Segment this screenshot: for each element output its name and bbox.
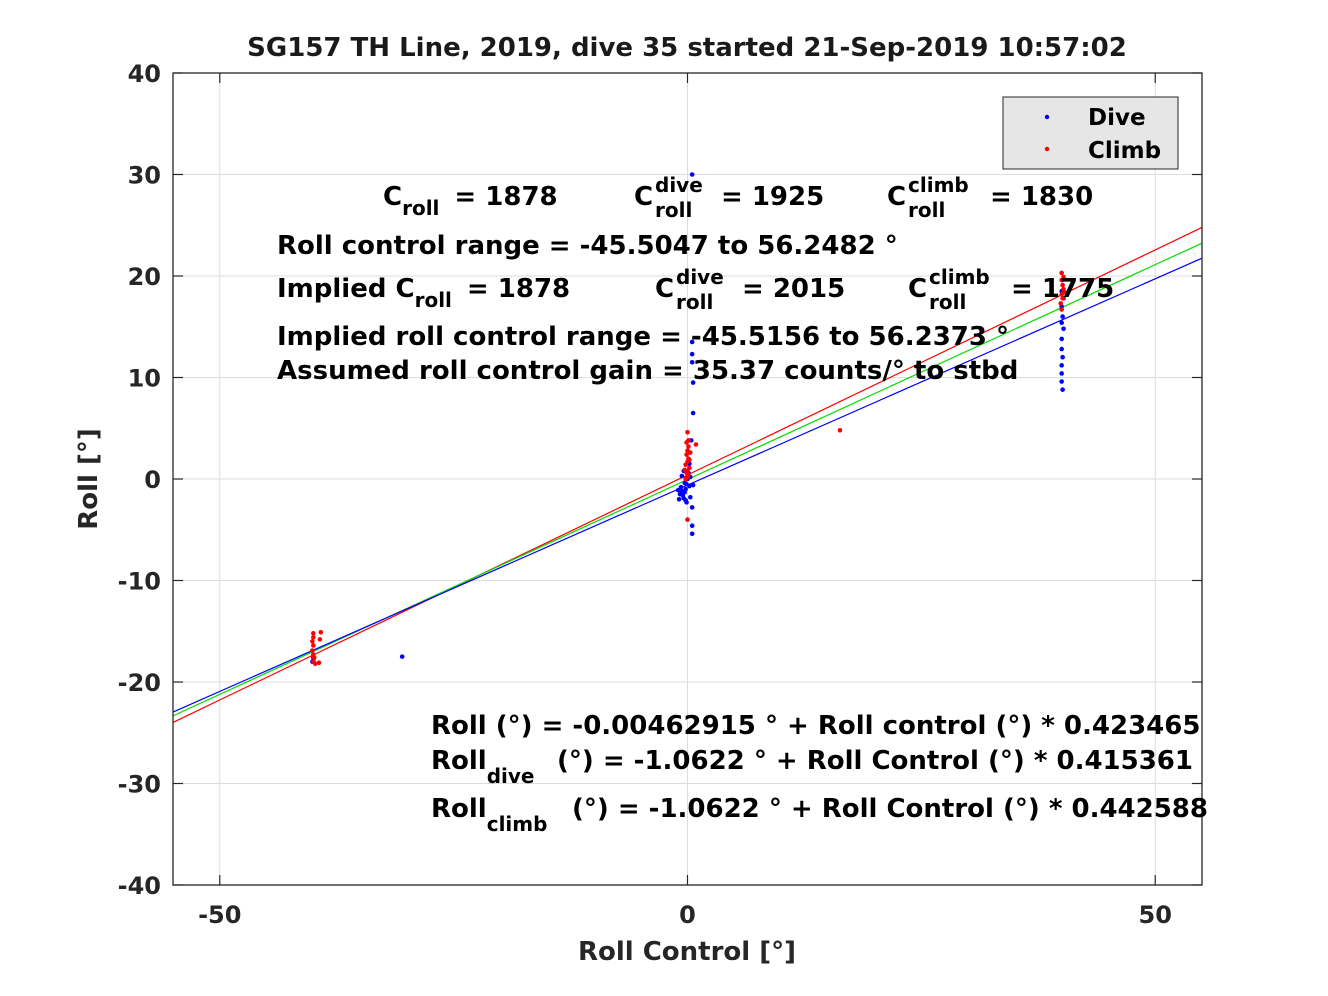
climb-point xyxy=(312,661,318,667)
dive-point xyxy=(689,339,695,345)
dive-point xyxy=(690,410,696,416)
dive-point xyxy=(677,491,683,497)
y-tick-label: 10 xyxy=(128,365,161,393)
y-tick-label: -30 xyxy=(118,771,161,799)
y-tick-label: -10 xyxy=(118,568,161,596)
dive-point xyxy=(1061,326,1066,332)
dive-point xyxy=(676,497,682,502)
x-tick-label: 0 xyxy=(679,901,696,929)
annotations: Croll = 1878 Cdive roll = 1925 Cclimb roll = … xyxy=(277,173,1208,836)
dive-point xyxy=(1059,346,1064,352)
dive-point xyxy=(684,500,689,505)
climb-point xyxy=(1060,296,1065,301)
climb-point xyxy=(1062,289,1067,295)
y-tick-label: 30 xyxy=(128,162,161,190)
dive-point xyxy=(1059,363,1064,368)
legend: Dive Climb xyxy=(1002,96,1179,170)
climb-point xyxy=(316,660,322,666)
dive-point xyxy=(690,482,696,488)
dive-point xyxy=(1060,354,1065,360)
x-axis-label: Roll Control [°] xyxy=(578,937,796,967)
dive-point xyxy=(689,531,695,537)
climb-point xyxy=(318,629,324,635)
annotation-fit-climb: Rollclimb (°) = -1.0622 ° + Roll Control … xyxy=(431,794,1208,836)
dive-point xyxy=(689,172,695,177)
y-tick-label: 20 xyxy=(128,263,161,291)
climb-point xyxy=(682,467,687,473)
y-axis-label: Roll [°] xyxy=(74,428,104,530)
climb-point xyxy=(693,442,699,447)
dive-point xyxy=(687,483,692,489)
climb-point xyxy=(685,430,690,435)
annotation-implied-croll-climb: Cclimb roll = 1775 xyxy=(908,265,1114,314)
legend-marker-dive xyxy=(1044,114,1050,120)
dive-point xyxy=(399,654,405,659)
climb-point xyxy=(310,639,315,644)
x-tick-label: 50 xyxy=(1139,901,1172,929)
climb-point xyxy=(686,444,691,449)
climb-point xyxy=(684,452,689,457)
annotation-croll-dive: Cdive roll = 1925 xyxy=(634,173,824,222)
dive-point xyxy=(682,480,687,486)
annotation-implied-croll-dive: Cdive roll = 2015 xyxy=(655,265,845,314)
chart-title: SG157 TH Line, 2019, dive 35 started 21-… xyxy=(247,33,1127,63)
dive-point xyxy=(689,351,695,357)
annotation-gain: Assumed roll control gain = 35.37 counts… xyxy=(277,356,1018,386)
annotation-implied-croll: Implied Croll = 1878 xyxy=(277,274,570,312)
dive-point xyxy=(1059,371,1064,376)
dive-point xyxy=(1060,387,1065,392)
dive-point xyxy=(690,380,696,385)
y-tick-label: -40 xyxy=(118,872,161,900)
annotation-roll-control-range: Roll control range = -45.5047 to 56.2482… xyxy=(277,231,898,261)
climb-point xyxy=(687,457,692,463)
y-tick-label: 40 xyxy=(128,60,161,88)
legend-marker-climb xyxy=(1044,146,1050,152)
x-tick-label: -50 xyxy=(198,901,241,929)
dive-point xyxy=(689,505,695,510)
dive-point xyxy=(1059,336,1064,342)
climb-point xyxy=(317,637,323,642)
climb-point xyxy=(1058,301,1064,306)
annotation-croll-climb: Cclimb roll = 1830 xyxy=(887,173,1093,222)
climb-point xyxy=(310,648,315,653)
climb-point xyxy=(683,476,688,482)
legend-label-climb: Climb xyxy=(1088,138,1161,164)
climb-point xyxy=(1059,270,1064,276)
climb-point xyxy=(311,655,317,660)
climb-point xyxy=(837,427,843,433)
annotation-fit-dive: Rolldive (°) = -1.0622 ° + Roll Control (… xyxy=(431,746,1193,788)
dive-point xyxy=(1060,314,1065,319)
climb-point xyxy=(311,630,316,636)
climb-point xyxy=(688,450,693,455)
dive-point xyxy=(1059,379,1064,384)
climb-point xyxy=(683,462,688,468)
dive-point xyxy=(1059,320,1064,325)
climb-point xyxy=(311,643,316,648)
dive-point xyxy=(678,484,684,490)
dive-point xyxy=(675,487,681,493)
annotation-implied-range: Implied roll control range = -45.5156 to… xyxy=(277,322,1009,352)
dive-point xyxy=(688,494,693,500)
y-tick-label: -20 xyxy=(118,669,161,697)
climb-point xyxy=(685,517,690,522)
dive-point xyxy=(689,523,695,528)
climb-point xyxy=(311,635,316,640)
dive-point xyxy=(689,359,695,365)
legend-label-dive: Dive xyxy=(1088,105,1146,131)
dive-point xyxy=(679,473,685,479)
climb-point xyxy=(1061,274,1066,280)
data-points xyxy=(310,172,1067,667)
climb-point xyxy=(1059,307,1064,312)
legend-box xyxy=(1002,96,1179,170)
climb-point xyxy=(1060,282,1065,288)
annotation-croll: Croll = 1878 xyxy=(383,182,558,220)
y-tick-label: 0 xyxy=(144,466,161,494)
annotation-fit-all: Roll (°) = -0.00462915 ° + Roll control … xyxy=(431,711,1200,741)
climb-point xyxy=(686,438,691,443)
axis-ticks: -50 0 50 -40 -30 -20 -10 0 10 20 30 40 xyxy=(118,60,1202,929)
